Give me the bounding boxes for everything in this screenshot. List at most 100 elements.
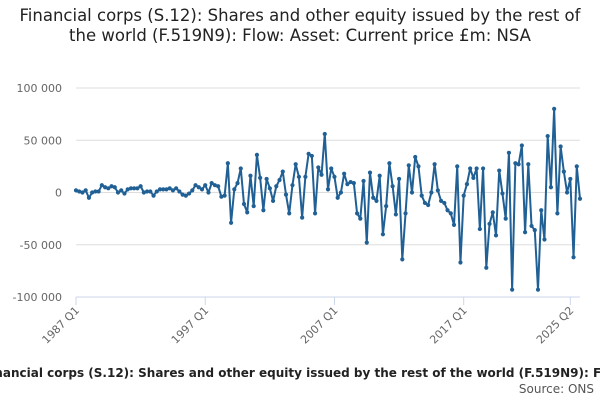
data-point[interactable] [477, 226, 482, 232]
data-point[interactable] [161, 187, 166, 192]
data-point[interactable] [264, 176, 269, 182]
data-point[interactable] [455, 164, 460, 169]
data-point[interactable] [526, 162, 531, 167]
data-point[interactable] [503, 216, 508, 221]
data-point[interactable] [212, 183, 218, 188]
data-point[interactable] [309, 153, 314, 159]
data-point[interactable] [86, 195, 92, 200]
data-point[interactable] [416, 164, 421, 169]
data-point[interactable] [361, 178, 366, 184]
data-point[interactable] [235, 180, 240, 186]
data-point[interactable] [167, 186, 172, 191]
data-point[interactable] [193, 183, 198, 188]
data-point[interactable] [102, 185, 108, 190]
data-point[interactable] [280, 169, 285, 174]
data-point[interactable] [216, 184, 221, 189]
data-point[interactable] [555, 211, 560, 216]
data-point[interactable] [312, 211, 318, 216]
data-point[interactable] [510, 287, 515, 292]
data-point[interactable] [73, 188, 79, 193]
data-point[interactable] [364, 240, 369, 245]
data-point[interactable] [471, 175, 476, 180]
data-point[interactable] [222, 193, 227, 198]
data-point[interactable] [558, 144, 563, 149]
data-point[interactable] [532, 228, 537, 233]
data-point[interactable] [568, 176, 573, 182]
data-point[interactable] [199, 187, 205, 192]
data-point[interactable] [474, 166, 479, 171]
data-point[interactable] [303, 174, 308, 179]
data-point[interactable] [138, 184, 143, 189]
data-point[interactable] [206, 190, 211, 195]
data-point[interactable] [461, 193, 466, 198]
data-point[interactable] [209, 180, 214, 186]
data-point[interactable] [177, 189, 182, 194]
data-point[interactable] [296, 174, 302, 179]
data-point[interactable] [248, 173, 253, 178]
data-point[interactable] [115, 190, 121, 195]
data-point[interactable] [106, 186, 111, 191]
data-point[interactable] [96, 189, 101, 194]
data-point[interactable] [225, 161, 230, 166]
data-point[interactable] [277, 177, 282, 183]
data-point[interactable] [274, 184, 279, 189]
data-point[interactable] [342, 171, 347, 176]
data-point[interactable] [529, 223, 534, 229]
data-point[interactable] [480, 166, 486, 171]
data-point[interactable] [432, 162, 437, 167]
data-point[interactable] [148, 189, 153, 194]
data-point[interactable] [387, 161, 392, 166]
data-point[interactable] [141, 190, 146, 195]
data-point[interactable] [245, 210, 250, 215]
data-point[interactable] [468, 166, 473, 171]
data-point[interactable] [574, 164, 579, 169]
data-point[interactable] [406, 163, 411, 168]
data-point[interactable] [390, 184, 395, 189]
data-point[interactable] [77, 189, 82, 194]
data-point[interactable] [442, 200, 447, 206]
data-point[interactable] [484, 265, 489, 270]
data-point[interactable] [490, 210, 495, 215]
data-point[interactable] [380, 232, 386, 237]
data-point[interactable] [403, 211, 408, 216]
data-point[interactable] [535, 287, 541, 292]
data-point[interactable] [270, 198, 276, 203]
data-point[interactable] [422, 200, 428, 206]
data-point[interactable] [367, 170, 373, 175]
data-point[interactable] [186, 191, 192, 196]
data-point[interactable] [577, 196, 583, 201]
data-point[interactable] [409, 190, 415, 195]
data-point[interactable] [183, 193, 188, 198]
data-point[interactable] [90, 190, 95, 195]
data-point[interactable] [261, 208, 266, 213]
data-point[interactable] [445, 208, 450, 213]
data-point[interactable] [539, 208, 544, 213]
data-point[interactable] [80, 190, 85, 195]
data-point[interactable] [306, 151, 311, 156]
data-point[interactable] [564, 190, 570, 195]
data-point[interactable] [325, 187, 331, 192]
data-point[interactable] [93, 189, 98, 194]
data-point[interactable] [500, 191, 505, 196]
data-point[interactable] [170, 188, 176, 193]
data-point[interactable] [151, 193, 156, 198]
data-point[interactable] [254, 152, 260, 157]
data-point[interactable] [128, 186, 134, 191]
data-point[interactable] [316, 165, 321, 170]
data-point[interactable] [358, 216, 363, 221]
data-point[interactable] [238, 166, 243, 171]
data-point[interactable] [464, 182, 470, 187]
data-point[interactable] [400, 257, 405, 262]
data-point[interactable] [322, 131, 327, 137]
data-point[interactable] [335, 195, 340, 200]
data-point[interactable] [522, 230, 528, 235]
data-point[interactable] [180, 192, 185, 197]
data-point[interactable] [258, 175, 263, 180]
data-point[interactable] [506, 150, 512, 155]
data-point[interactable] [351, 180, 356, 186]
data-point[interactable] [338, 190, 344, 195]
data-point[interactable] [164, 187, 169, 192]
data-point[interactable] [219, 194, 224, 199]
data-point[interactable] [345, 182, 350, 187]
data-point[interactable] [426, 202, 431, 208]
